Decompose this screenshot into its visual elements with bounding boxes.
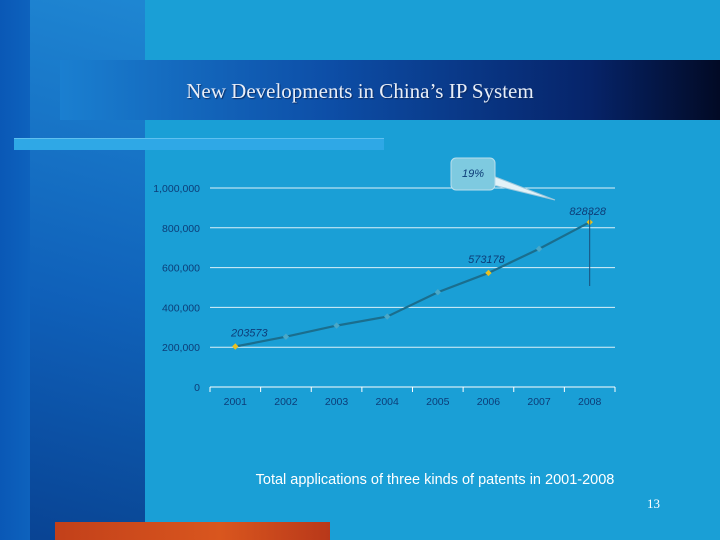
- page-number: 13: [647, 496, 660, 511]
- slide-title: New Developments in China’s IP System: [186, 79, 534, 103]
- data-label: 573178: [468, 254, 506, 266]
- x-tick-label: 2004: [376, 396, 400, 408]
- series-layer: [232, 218, 593, 350]
- x-tick-label: 2007: [527, 396, 551, 408]
- x-tick-label: 2002: [274, 396, 298, 408]
- title-bar: [60, 60, 720, 120]
- x-tick-label: 2008: [578, 396, 602, 408]
- data-point-marker: [282, 333, 290, 340]
- y-tick-label: 200,000: [162, 342, 200, 354]
- y-tick-label: 800,000: [162, 223, 200, 235]
- y-tick-label: 600,000: [162, 263, 200, 275]
- bottom-accent-bar: [55, 522, 330, 540]
- callout-layer: 19%: [450, 157, 556, 201]
- y-tick-label: 0: [194, 382, 200, 394]
- data-point-marker: [333, 322, 340, 329]
- label-layer: 203573 573178 828328: [230, 206, 607, 339]
- data-point-marker: [485, 269, 492, 277]
- x-tick-label: 2003: [325, 396, 349, 408]
- callout-label: 19%: [462, 168, 484, 180]
- chart-caption: Total applications of three kinds of pat…: [255, 472, 615, 488]
- callout-box: [450, 157, 496, 191]
- data-point-marker: [434, 289, 442, 296]
- data-point-marker: [535, 245, 543, 253]
- data-point-marker: [232, 343, 239, 350]
- series-line: [235, 221, 591, 348]
- x-tick-label: 2001: [224, 396, 248, 408]
- x-tick-label: 2006: [477, 396, 501, 408]
- y-tick-label: 1,000,000: [153, 183, 200, 195]
- data-point-marker: [383, 313, 391, 320]
- y-tick-label: 400,000: [162, 302, 200, 314]
- data-label: 828328: [569, 206, 607, 218]
- data-label: 203573: [230, 327, 269, 339]
- title-underline-bar: [14, 138, 384, 150]
- x-tick-label: 2005: [426, 396, 450, 408]
- grid-layer: [210, 187, 615, 348]
- axis-layer: 0 200,000 400,000 600,000 800,000 1,000,000 20…: [153, 183, 616, 408]
